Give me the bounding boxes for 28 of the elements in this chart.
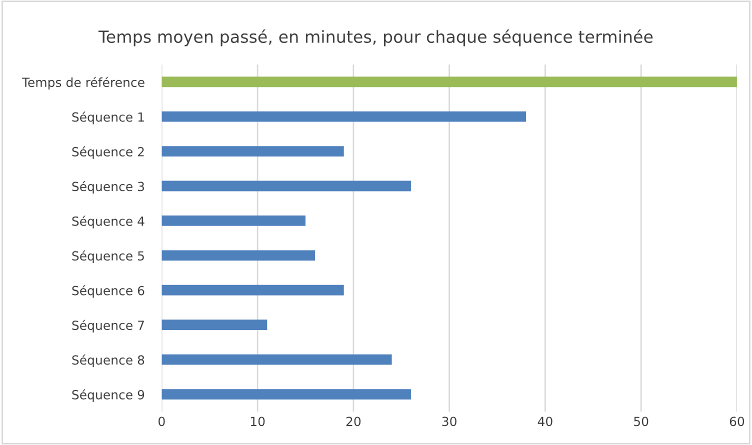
- x-tick-label: 50: [634, 416, 648, 426]
- x-tick-label: 0: [158, 416, 165, 426]
- bar: [162, 180, 411, 192]
- x-tick-label: 40: [538, 416, 552, 426]
- bar: [162, 111, 526, 122]
- y-tick-label: Séquence 1: [72, 112, 144, 124]
- bar: [162, 354, 392, 365]
- bar: [162, 216, 306, 226]
- y-tick-label: Temps de référence: [22, 76, 144, 90]
- bar: [162, 76, 737, 88]
- bar: [162, 146, 344, 157]
- y-tick-label: Séquence 9: [72, 389, 144, 402]
- x-tick-label: 30: [442, 416, 456, 426]
- y-tick-label: Séquence 7: [72, 320, 144, 332]
- x-tick-label: 20: [346, 416, 361, 426]
- y-tick-label: Séquence 2: [72, 146, 144, 159]
- bar: [162, 250, 316, 261]
- chart-title: Temps moyen passé, en minutes, pour chaque séquence terminée: [98, 29, 653, 46]
- y-tick-label: Séquence 8: [72, 354, 144, 368]
- bar: [162, 389, 411, 400]
- x-tick-label: 60: [730, 416, 744, 426]
- y-tick-label: Séquence 4: [72, 216, 144, 228]
- x-tick-label: 10: [250, 416, 265, 426]
- y-tick-label: Séquence 5: [72, 250, 144, 264]
- y-tick-label: Séquence 6: [72, 285, 144, 298]
- bar: [162, 284, 344, 296]
- y-tick-label: Séquence 3: [72, 181, 144, 194]
- bar: [162, 320, 268, 330]
